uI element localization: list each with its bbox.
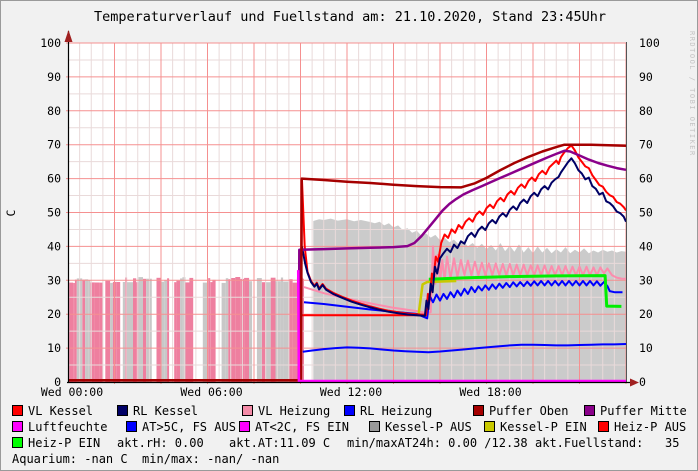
- legend-label: VL Kessel: [28, 404, 94, 418]
- legend-item-rl-kessel: RL Kessel: [117, 405, 198, 419]
- svg-text:50: 50: [639, 206, 653, 220]
- kessel-p-ein-swatch-icon: [484, 421, 495, 432]
- heiz-p-ein-swatch-icon: [12, 437, 23, 448]
- legend-label: AT<2C, FS EIN: [255, 420, 349, 434]
- heiz-p-aus-swatch-icon: [598, 421, 609, 432]
- legend-label: VL Heizung: [258, 404, 331, 418]
- svg-text:90: 90: [639, 70, 653, 84]
- svg-text:70: 70: [639, 138, 653, 152]
- svg-text:100: 100: [639, 36, 660, 50]
- legend-label: RL Kessel: [133, 404, 199, 418]
- legend-label: Puffer Mitte: [600, 404, 687, 418]
- svg-text:Wed 00:00: Wed 00:00: [41, 385, 103, 399]
- legend-item-vl-kessel: VL Kessel: [12, 405, 93, 419]
- legend-stat-2: min/maxAT24h: 0.00 /12.38: [347, 436, 528, 450]
- svg-text:90: 90: [47, 70, 61, 84]
- rl-heizung-swatch-icon: [344, 405, 355, 416]
- series-kessel-p-ein: [417, 279, 457, 315]
- legend-item-kessel-p-aus: Kessel-P AUS: [369, 421, 472, 435]
- kessel-p-aus-swatch-icon: [369, 421, 380, 432]
- legend-label: Kessel-P EIN: [500, 420, 587, 434]
- legend-item-puffer-oben: Puffer Oben: [473, 405, 568, 419]
- at-gt5c-fs-aus-swatch-icon: [126, 421, 137, 432]
- svg-text:Wed 12:00: Wed 12:00: [320, 385, 382, 399]
- legend-label: Kessel-P AUS: [385, 420, 472, 434]
- legend-stat-3: akt.Fuellstand: 35: [535, 436, 680, 450]
- legend-stat-0: akt.rH: 0.00: [117, 436, 204, 450]
- rl-kessel-swatch-icon: [117, 405, 128, 416]
- svg-text:60: 60: [639, 172, 653, 186]
- legend-label: Luftfeuchte: [28, 420, 108, 434]
- luftfeuchte-swatch-icon: [12, 421, 23, 432]
- rrdtool-watermark: RRDTOOL / TOBI OETIKER: [688, 31, 696, 157]
- svg-text:0: 0: [54, 375, 61, 389]
- axes: [64, 30, 639, 387]
- series-rl-heizung: [303, 280, 623, 320]
- y-axis-arrow-icon: [64, 30, 73, 42]
- series-puffer-mitte: [297, 149, 627, 381]
- svg-text:Wed 18:00: Wed 18:00: [459, 385, 521, 399]
- svg-text:100: 100: [40, 36, 61, 50]
- series-aussentemperatur: [302, 343, 627, 354]
- legend-item-heiz-p-aus: Heiz-P AUS: [598, 421, 686, 435]
- legend-aquarium-row: Aquarium: -nan C min/max: -nan/ -nan: [12, 452, 280, 466]
- svg-text:10: 10: [639, 341, 653, 355]
- puffer-oben-swatch-icon: [473, 405, 484, 416]
- svg-text:10: 10: [47, 341, 61, 355]
- axis-labels: 0 0 10 10 20 20 30 30 40 40 50 50 60 60 70 70 80 80 90 90 10…: [4, 36, 660, 399]
- svg-text:50: 50: [47, 206, 61, 220]
- legend-item-kessel-p-ein: Kessel-P EIN: [484, 421, 587, 435]
- svg-text:70: 70: [47, 138, 61, 152]
- x-axis-arrow-icon: [630, 378, 639, 387]
- legend-item-at-lt2c-fs-ein: AT<2C, FS EIN: [239, 421, 349, 435]
- svg-text:20: 20: [639, 307, 653, 321]
- chart-title: Temperaturverlauf und Fuellstand am: 21.…: [93, 9, 607, 25]
- legend-item-puffer-mitte: Puffer Mitte: [584, 405, 687, 419]
- series-heiz-p-ein: [428, 274, 622, 308]
- svg-text:C: C: [4, 209, 18, 216]
- legend-item-at-gt5c-fs-aus: AT>5C, FS AUS: [126, 421, 236, 435]
- vl-heizung-swatch-icon: [242, 405, 253, 416]
- legend-label: RL Heizung: [360, 404, 433, 418]
- legend-item-luftfeuchte: Luftfeuchte: [12, 421, 107, 435]
- svg-text:30: 30: [47, 273, 61, 287]
- legend-label: Puffer Oben: [489, 404, 569, 418]
- svg-text:20: 20: [47, 307, 61, 321]
- legend-item-heiz-p-ein: Heiz-P EIN: [12, 437, 100, 451]
- svg-text:80: 80: [639, 104, 653, 118]
- legend-stat-1: akt.AT:11.09 C: [229, 436, 331, 450]
- svg-text:60: 60: [47, 172, 61, 186]
- svg-text:Wed 06:00: Wed 06:00: [180, 385, 242, 399]
- svg-text:0: 0: [639, 375, 646, 389]
- legend-item-vl-heizung: VL Heizung: [242, 405, 330, 419]
- series-luftfeuchte: [296, 270, 626, 383]
- puffer-mitte-swatch-icon: [584, 405, 595, 416]
- svg-text:40: 40: [639, 239, 653, 253]
- series-puffer-oben: [68, 143, 627, 382]
- vl-kessel-swatch-icon: [12, 405, 23, 416]
- series-vl-heizung: [303, 245, 627, 314]
- legend-label: Heiz-P EIN: [28, 436, 101, 450]
- svg-text:80: 80: [47, 104, 61, 118]
- legend-label: AT>5C, FS AUS: [142, 420, 236, 434]
- series-kessel-p-aus-area: [313, 218, 626, 382]
- svg-text:30: 30: [639, 273, 653, 287]
- at-lt2c-fs-ein-swatch-icon: [239, 421, 250, 432]
- series-rl-kessel: [300, 157, 627, 317]
- svg-text:40: 40: [47, 239, 61, 253]
- legend-item-rl-heizung: RL Heizung: [344, 405, 432, 419]
- grid: [66, 42, 627, 384]
- legend-label: Heiz-P AUS: [614, 420, 687, 434]
